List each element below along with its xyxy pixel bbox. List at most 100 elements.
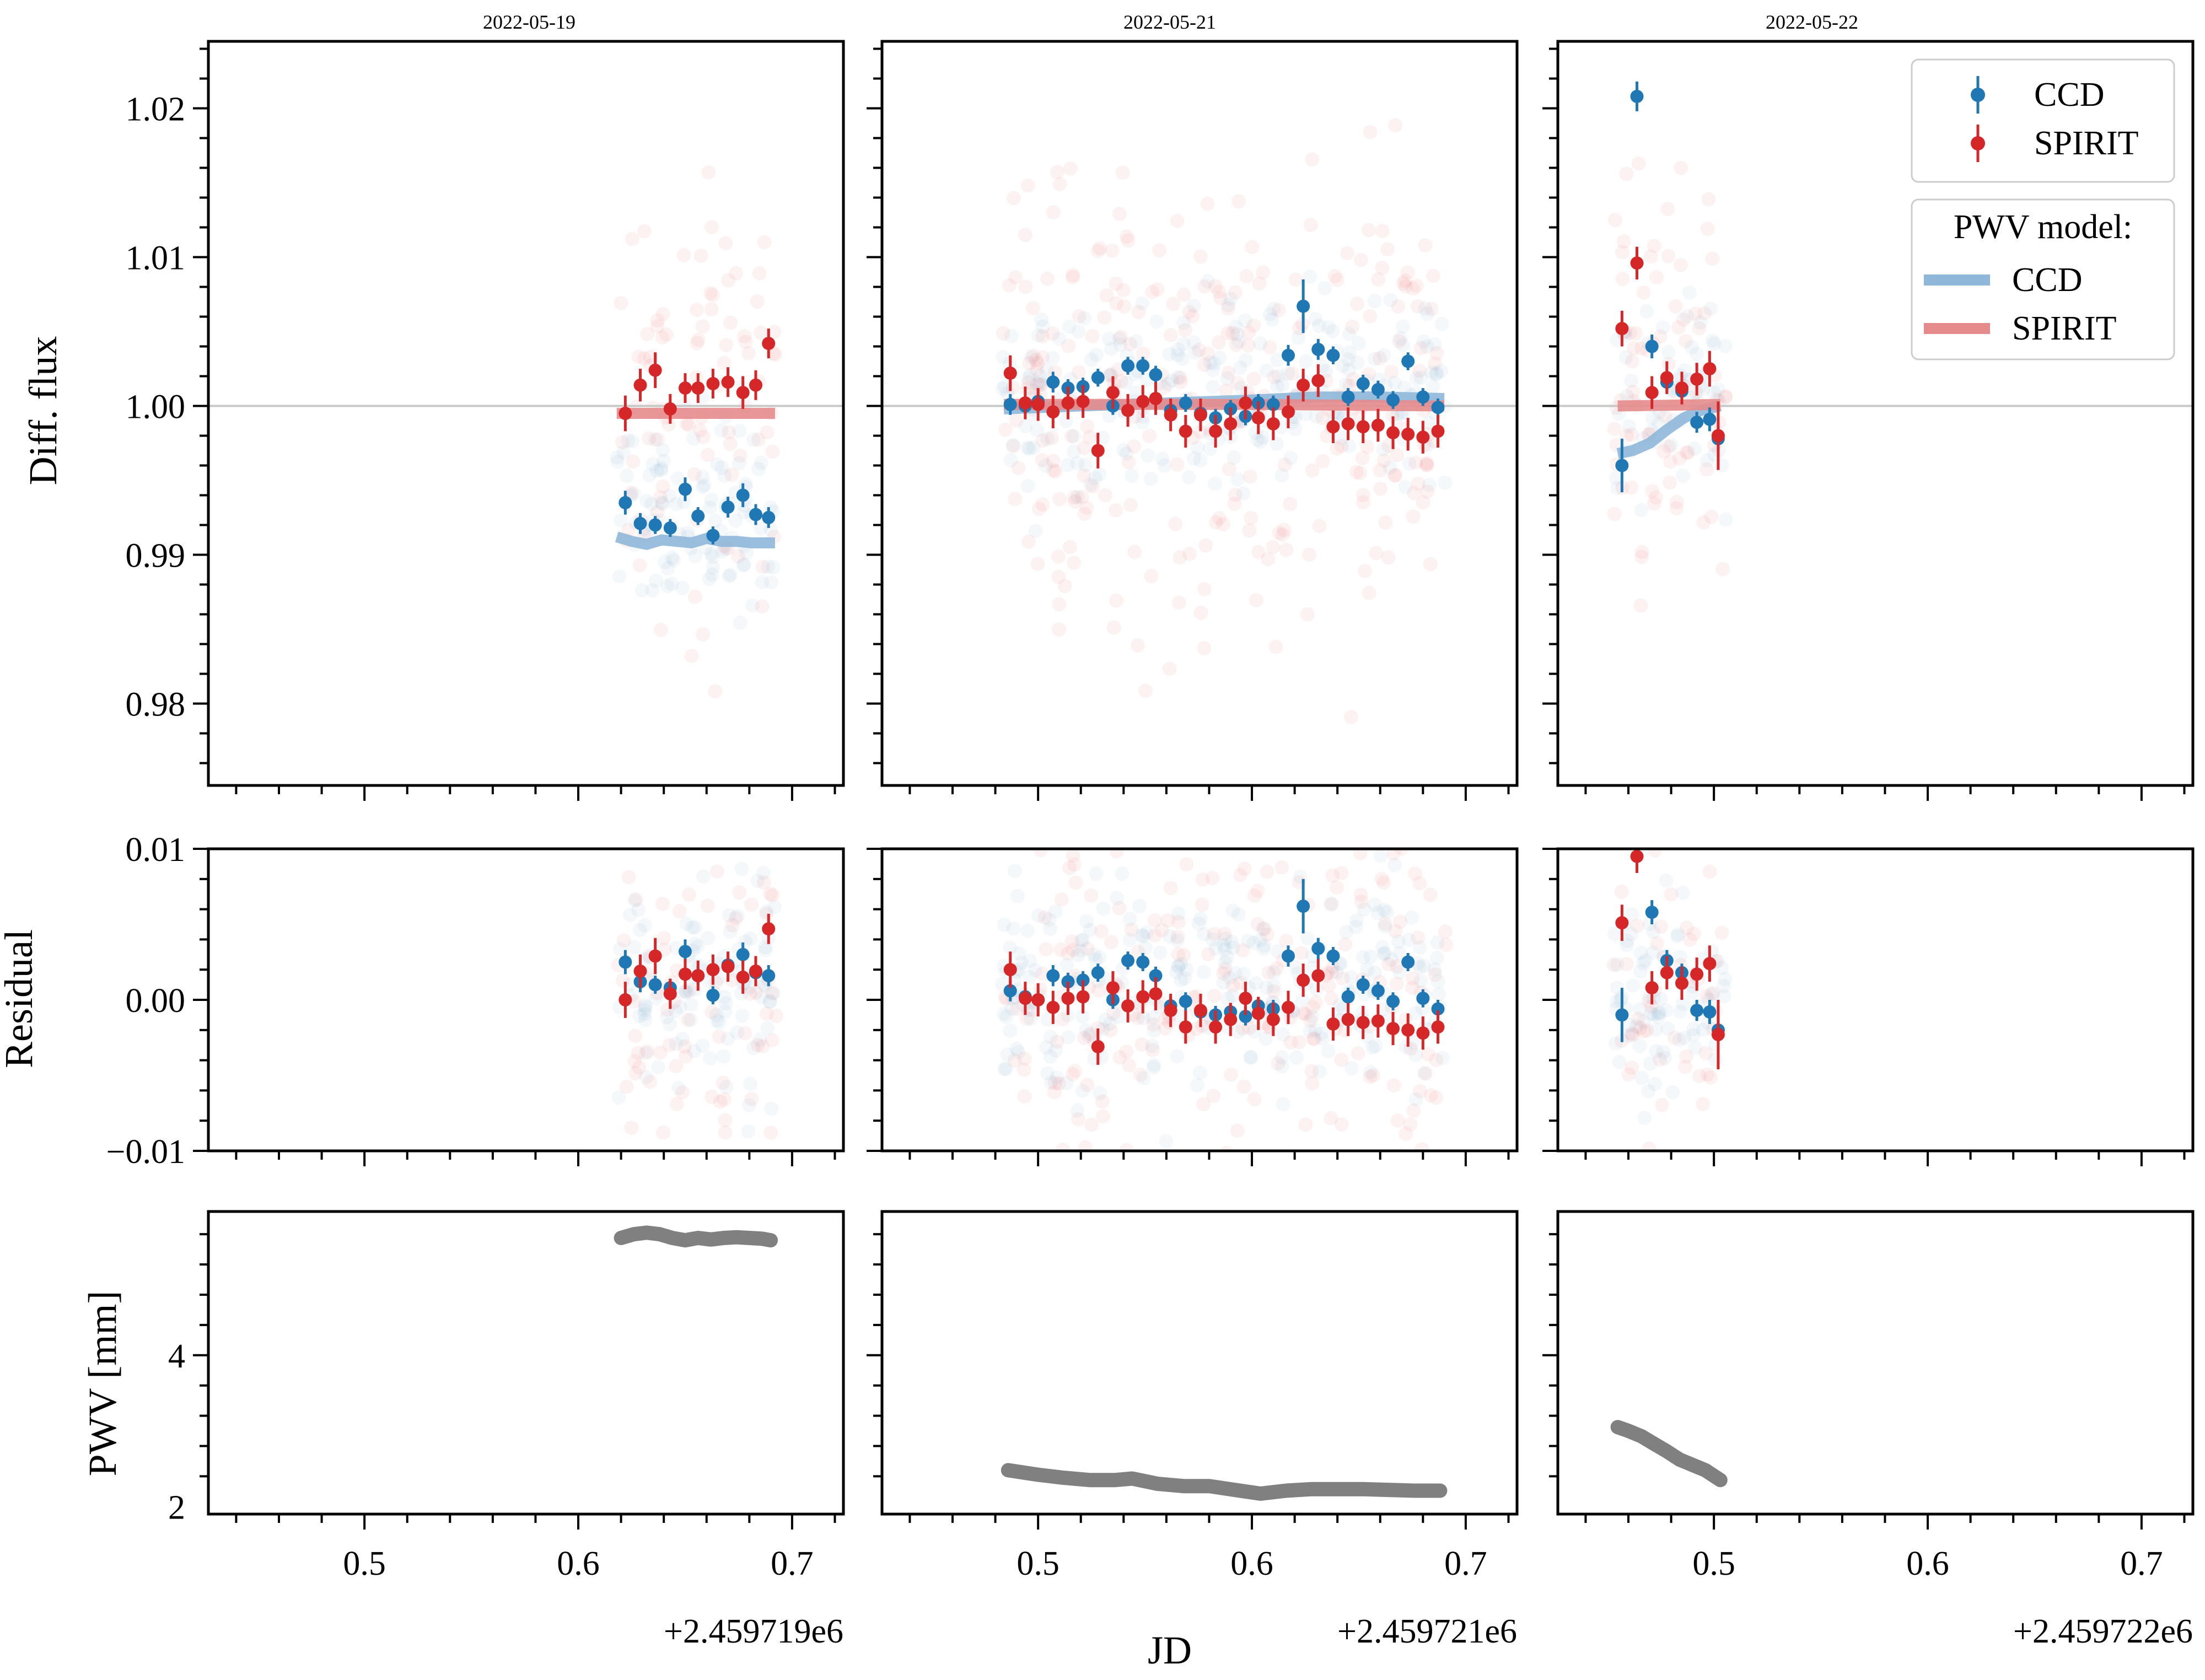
raw-spirit-point [1170,457,1185,472]
raw-spirit-point [1376,453,1391,468]
raw-ccd-point [1311,319,1326,333]
spirit-binned-point [1076,395,1090,408]
spirit-binned-point [706,377,720,390]
raw-spirit-point [1356,770,1370,784]
raw-ccd-point [1070,456,1085,471]
raw-ccd-point [679,984,693,999]
raw-ccd-point [730,908,745,923]
raw-ccd-point [760,1021,775,1036]
raw-spirit-point [1228,285,1243,300]
raw-spirit-point [1362,585,1376,600]
raw-ccd-point [995,381,1010,396]
raw-spirit-point [1022,356,1036,370]
raw-spirit-point [642,1074,657,1089]
raw-ccd-point [1239,353,1254,368]
raw-spirit-point [1034,377,1049,392]
raw-ccd-point [662,488,677,503]
raw-spirit-point [703,286,718,300]
raw-spirit-point [1193,249,1208,264]
raw-spirit-point [1425,1233,1439,1247]
raw-ccd-point [1110,891,1125,906]
raw-ccd-point [1426,379,1440,394]
raw-ccd-point [1221,298,1236,313]
raw-ccd-point [1188,346,1203,360]
raw-ccd-point [1622,419,1636,434]
raw-spirit-point [731,549,745,563]
raw-spirit-point [1162,661,1177,676]
raw-ccd-point [1020,923,1035,938]
spirit-binned-point [1224,417,1238,430]
x-tick-label: 0.5 [1017,1545,1060,1582]
raw-ccd-point [1412,940,1427,955]
raw-spirit-point [1634,545,1649,559]
raw-spirit-point [653,490,668,505]
raw-ccd-point [997,917,1012,932]
raw-spirit-point [1394,849,1409,856]
spirit-binned-point [1179,1020,1192,1034]
raw-spirit-point [1266,984,1281,999]
raw-spirit-point [1349,465,1364,480]
raw-ccd-point [1118,375,1133,390]
raw-ccd-point [1256,941,1271,956]
raw-ccd-point [638,1000,653,1015]
raw-ccd-point [1641,1084,1656,1099]
raw-ccd-point [1624,927,1638,941]
raw-spirit-point [1020,1011,1035,1026]
raw-ccd-point [1643,1056,1658,1071]
raw-ccd-point [1034,312,1049,327]
raw-ccd-point [1169,965,1184,979]
raw-spirit-point [1064,429,1079,444]
spirit-binned-point [706,963,720,977]
raw-ccd-point [1680,309,1695,324]
raw-spirit-point [1066,943,1081,957]
raw-spirit-point [1225,326,1240,341]
ccd-binned-point [1149,368,1163,381]
raw-spirit-point [1213,291,1228,306]
raw-ccd-point [1104,342,1118,356]
raw-ccd-point [1258,1031,1273,1046]
raw-spirit-point [1219,383,1233,398]
raw-ccd-point [1274,468,1289,483]
raw-ccd-point [1633,964,1648,979]
raw-ccd-point [741,1124,756,1139]
ccd-binned-point [678,482,692,496]
spirit-binned-point [1239,396,1252,410]
raw-spirit-point [637,351,652,366]
spirit-binned-point [749,964,762,978]
raw-spirit-point [1304,218,1318,233]
raw-ccd-point [1649,1044,1664,1059]
raw-spirit-point [1078,1140,1093,1151]
raw-spirit-point [1166,297,1181,311]
raw-spirit-point [1389,977,1404,992]
y-tick-label: 1.01 [126,240,186,277]
raw-ccd-point [1308,1023,1322,1037]
raw-spirit-point [1410,299,1425,314]
raw-spirit-point [1021,375,1036,390]
raw-spirit-point [1251,545,1266,559]
raw-ccd-point [1384,952,1399,967]
raw-spirit-point [1104,935,1118,950]
raw-ccd-point [766,986,781,1001]
raw-ccd-point [1424,365,1439,380]
raw-spirit-point [1634,341,1649,356]
raw-ccd-point [754,455,768,470]
raw-ccd-point [1098,1013,1113,1027]
raw-spirit-point [1109,296,1123,311]
raw-ccd-point [679,916,694,931]
raw-ccd-point [1040,432,1055,446]
raw-ccd-point [724,812,738,826]
raw-ccd-point [1395,319,1410,334]
raw-ccd-point [1207,476,1222,491]
ccd-binned-point [678,945,692,959]
raw-spirit-point [696,828,711,843]
raw-spirit-point [1176,948,1191,962]
raw-ccd-point [1225,988,1240,1003]
raw-spirit-point [1369,1255,1384,1269]
raw-spirit-point [1330,441,1344,456]
spirit-binned-point [1106,981,1120,995]
ccd-binned-point [1386,393,1400,407]
raw-ccd-point [620,469,634,483]
raw-spirit-point [1152,243,1166,258]
raw-spirit-point [1103,1023,1118,1038]
raw-ccd-point [1432,987,1446,1001]
